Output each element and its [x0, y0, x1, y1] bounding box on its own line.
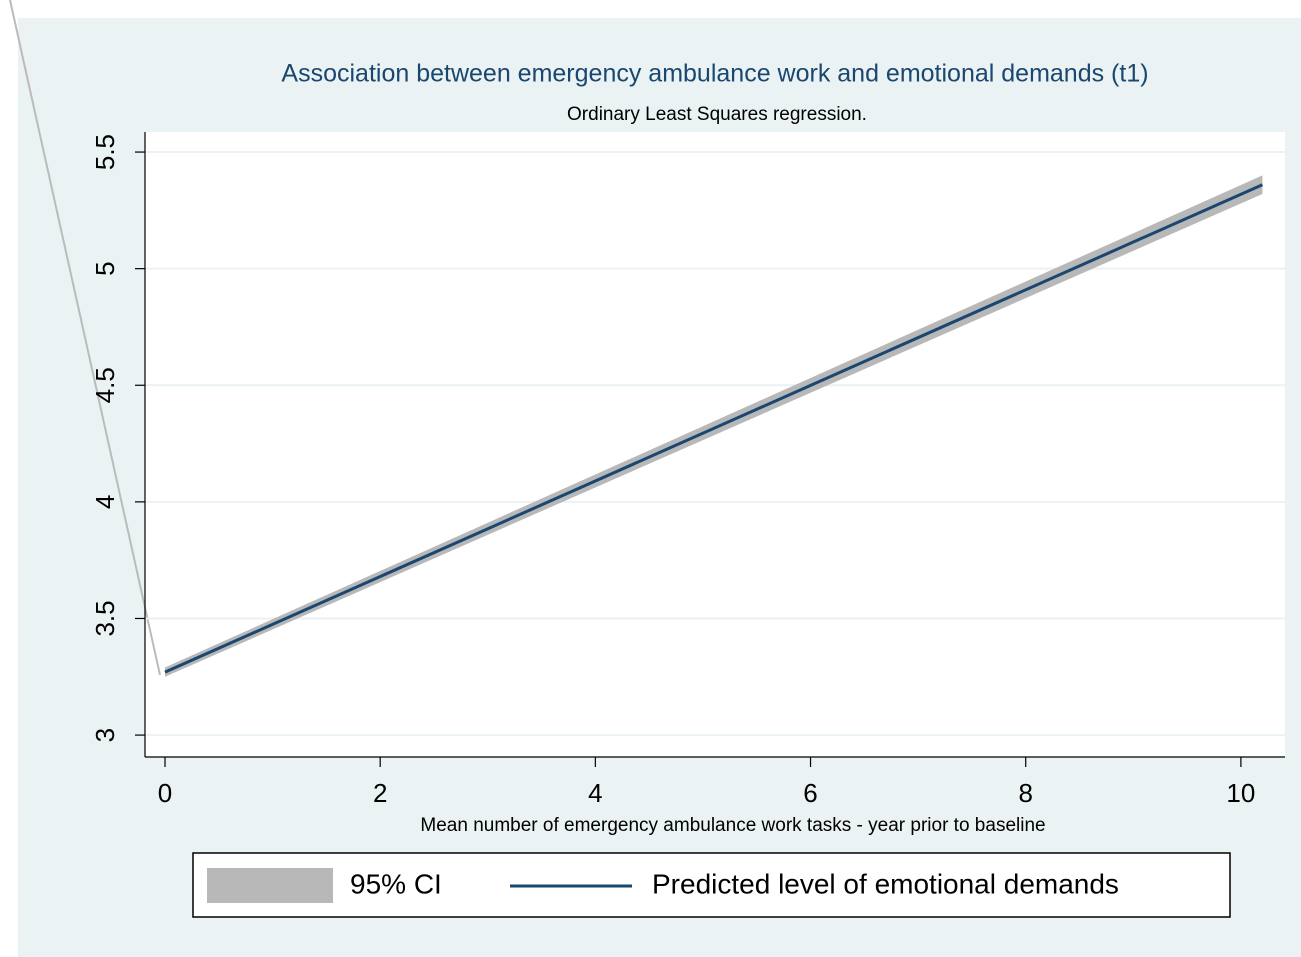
- x-tick-label: 0: [158, 778, 172, 808]
- y-tick-label: 4.5: [90, 367, 120, 403]
- x-tick-label: 6: [803, 778, 817, 808]
- x-tick-label: 2: [373, 778, 387, 808]
- y-tick-label: 5.5: [90, 134, 120, 170]
- chart-subtitle: Ordinary Least Squares regression.: [567, 104, 867, 125]
- line: [164, 183, 1264, 674]
- y-tick-label: 5: [90, 261, 120, 275]
- y-tick-label: 3: [90, 728, 120, 742]
- legend-label: Predicted level of emotional demands: [652, 868, 1119, 899]
- x-tick-label: 4: [588, 778, 602, 808]
- artifact-line: [9, 0, 161, 676]
- y-tick-label: 3.5: [90, 600, 120, 636]
- legend-swatch: [207, 868, 333, 903]
- plot-area: [145, 132, 1285, 757]
- legend: [192, 852, 1231, 918]
- x-tick-label: 10: [1226, 778, 1255, 808]
- x-axis-title: Mean number of emergency ambulance work …: [420, 815, 1045, 836]
- legend-label: 95% CI: [350, 868, 442, 899]
- chart-title: Association between emergency ambulance …: [281, 60, 1148, 88]
- x-tick-label: 8: [1018, 778, 1032, 808]
- y-tick-label: 4: [90, 495, 120, 509]
